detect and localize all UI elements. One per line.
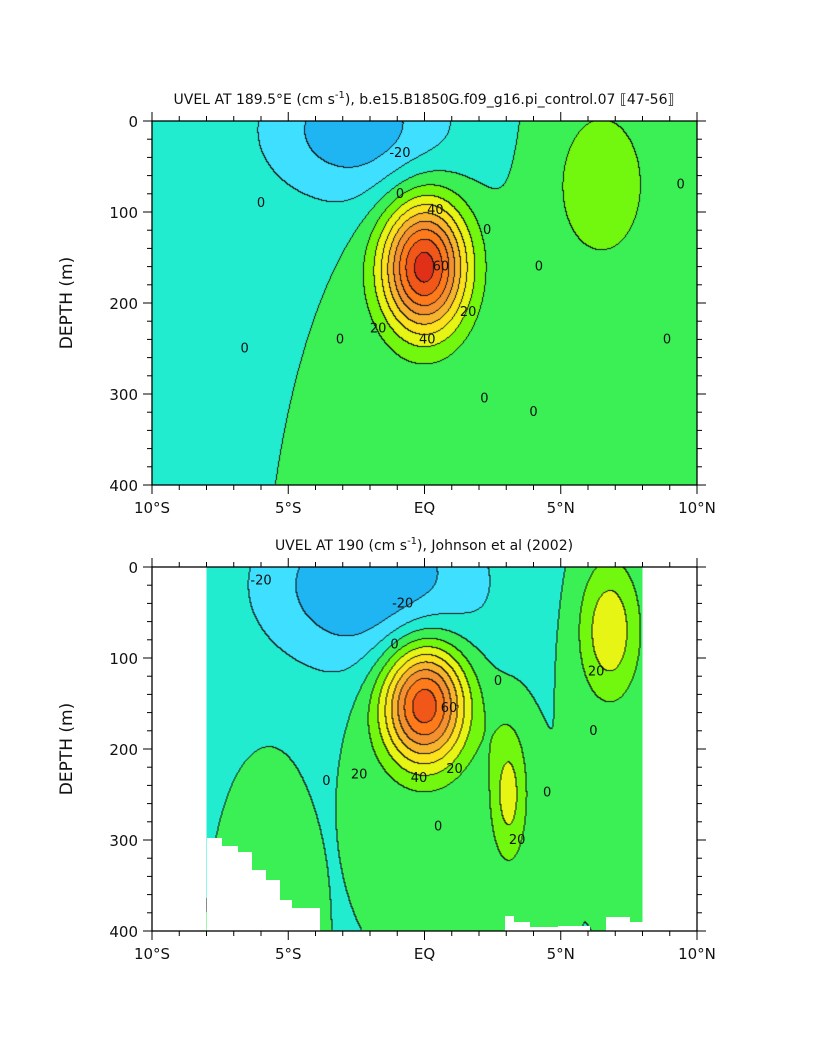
- x-tick-label: 5°N: [547, 945, 575, 963]
- contour-label: 0: [390, 637, 398, 652]
- contour-label: 40: [419, 332, 436, 347]
- y-tick-label: 400: [109, 477, 138, 495]
- y-tick-label: 0: [128, 113, 138, 131]
- contour-label: 60: [433, 260, 450, 275]
- panel-model-title-tail: ), b.e15.B1850G.f09_g16.pi_control.07 ⟦4…: [345, 92, 675, 108]
- panel-model-title-sup: -1: [335, 90, 345, 101]
- contour-label: 20: [588, 665, 605, 680]
- x-tick-label: 10°N: [678, 499, 716, 517]
- y-tick-label: 100: [109, 204, 138, 222]
- contour-label: 20: [460, 305, 477, 320]
- y-tick-label: 300: [109, 832, 138, 850]
- panel-observed-title-tail: ), Johnson et al (2002): [417, 538, 573, 554]
- contour-label: 0: [663, 332, 671, 347]
- y-tick-label: 200: [109, 295, 138, 313]
- panel-model-title-main: UVEL AT 189.5°E (cm s: [174, 92, 335, 108]
- y-tick-label: 0: [128, 559, 138, 577]
- x-tick-label: EQ: [414, 499, 435, 517]
- x-tick-label: 5°S: [275, 945, 302, 963]
- contour-label: 0: [434, 819, 442, 834]
- y-tick-label: 200: [109, 741, 138, 759]
- contour-label: 40: [411, 771, 428, 786]
- contour-label: 0: [543, 786, 551, 801]
- panel-model-y-axis-label: DEPTH (m): [57, 257, 77, 349]
- contour-label: -20: [250, 574, 271, 589]
- contour-label: 0: [322, 774, 330, 789]
- contour-label: 0: [483, 223, 491, 238]
- panel-observed: UVEL AT 190 (cm s-1), Johnson et al (200…: [57, 536, 716, 963]
- contour-label: 0: [396, 187, 404, 202]
- panel-model-contour-field: [152, 121, 697, 485]
- panel-observed-title-sup: -1: [407, 536, 417, 547]
- x-tick-label: 5°N: [547, 499, 575, 517]
- contour-label: -20: [392, 596, 413, 611]
- contour-label: 0: [535, 260, 543, 275]
- y-tick-label: 100: [109, 650, 138, 668]
- contour-label: 0: [336, 332, 344, 347]
- panel-model-title: UVEL AT 189.5°E (cm s-1), b.e15.B1850G.f…: [174, 90, 675, 108]
- panel-observed-y-axis-label: DEPTH (m): [57, 703, 77, 795]
- contour-label: 0: [529, 405, 537, 420]
- panel-model-contour-labels: 0 0 0 -20 0 40 60 20 40 20 0 0 0 0 0 0: [241, 146, 685, 420]
- panel-model: UVEL AT 189.5°E (cm s-1), b.e15.B1850G.f…: [57, 90, 716, 517]
- panel-observed-contour-field: [206, 567, 643, 931]
- y-tick-label: 400: [109, 923, 138, 941]
- contour-label: 20: [509, 833, 526, 848]
- contour-label: 0: [241, 342, 249, 357]
- contour-label: 20: [370, 321, 387, 336]
- x-tick-label: 10°N: [678, 945, 716, 963]
- x-tick-label: 10°S: [134, 945, 170, 963]
- contour-label: 40: [427, 203, 444, 218]
- panel-observed-title: UVEL AT 190 (cm s-1), Johnson et al (200…: [275, 536, 573, 554]
- x-tick-label: EQ: [414, 945, 435, 963]
- panel-observed-no-data-mask: [207, 838, 643, 931]
- contour-label: 20: [351, 767, 368, 782]
- contour-label: -20: [389, 146, 410, 161]
- contour-label: 0: [677, 178, 685, 193]
- y-tick-label: 300: [109, 386, 138, 404]
- contour-label: 0: [494, 674, 502, 689]
- contour-label: 0: [480, 392, 488, 407]
- x-tick-label: 5°S: [275, 499, 302, 517]
- panel-observed-title-main: UVEL AT 190 (cm s: [275, 538, 407, 554]
- contour-label: 0: [589, 724, 597, 739]
- contour-label: 20: [446, 762, 463, 777]
- contour-label: 60: [441, 701, 458, 716]
- contour-label: 0: [257, 196, 265, 211]
- x-tick-label: 10°S: [134, 499, 170, 517]
- panel-observed-contour-labels: -20 -20 0 60 20 40 20 0 0 0 20 0 20 0: [250, 574, 604, 848]
